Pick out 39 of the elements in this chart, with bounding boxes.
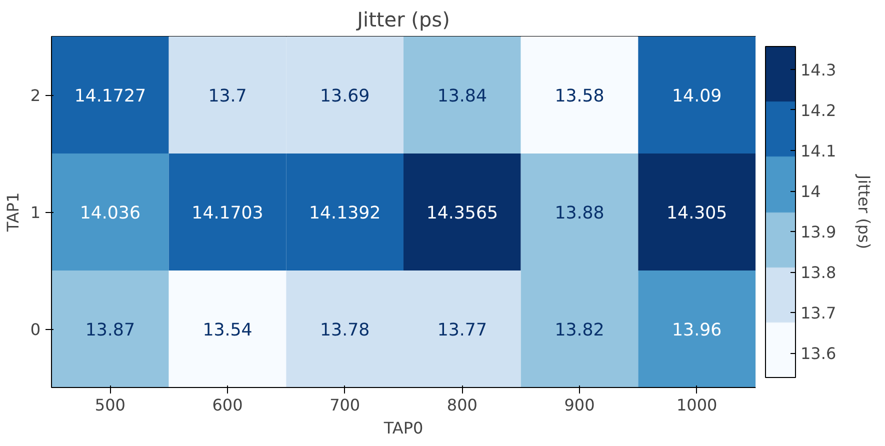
data-label: 14.1727	[74, 86, 146, 106]
data-label: 13.87	[85, 320, 135, 340]
color-bar-label: 14	[800, 182, 821, 202]
color-bar-label: 13.9	[800, 222, 836, 242]
y-axis-title: TAP1	[3, 192, 22, 233]
data-label: 13.82	[554, 320, 604, 340]
x-tick-label: 800	[446, 396, 478, 414]
data-label: 13.88	[554, 204, 604, 224]
data-label: 13.7	[208, 86, 247, 106]
color-bar-title: Jitter (ps)	[854, 174, 874, 250]
data-label: 13.77	[437, 320, 487, 340]
color-bar-label: 14.1	[800, 141, 836, 160]
y-tick-label: 0	[30, 320, 41, 339]
color-bar-label: 13.7	[800, 304, 836, 323]
color-bar-label: 13.8	[800, 263, 836, 282]
data-label: 13.58	[554, 86, 604, 106]
data-label: 14.3565	[426, 204, 498, 224]
data-label: 13.78	[320, 320, 370, 340]
data-label: 14.1703	[192, 204, 264, 224]
color-bar-label: 13.6	[800, 344, 836, 364]
x-axis-title: TAP0	[382, 418, 424, 438]
color-bar-label: 14.2	[800, 100, 836, 120]
x-tick-label: 900	[564, 396, 595, 414]
data-label: 14.036	[80, 204, 140, 224]
data-label: 13.54	[202, 320, 252, 340]
data-label: 14.305	[666, 204, 728, 224]
y-tick-label: 2	[30, 86, 41, 105]
data-label: 13.84	[437, 86, 487, 106]
y-tick-label: 1	[30, 203, 41, 222]
chart-title: Jitter (ps)	[355, 8, 450, 32]
data-label: 14.09	[672, 86, 722, 106]
data-label: 13.96	[672, 320, 722, 340]
x-tick-label: 1000	[676, 396, 718, 414]
x-tick-label: 700	[330, 396, 360, 414]
x-tick-label: 600	[212, 396, 243, 414]
data-label: 14.1392	[309, 204, 381, 224]
data-label: 13.69	[320, 86, 370, 106]
x-tick-label: 500	[94, 396, 126, 414]
color-bar-label: 14.3	[800, 60, 836, 80]
